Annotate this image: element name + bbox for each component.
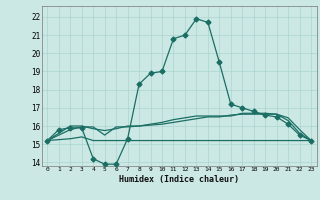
X-axis label: Humidex (Indice chaleur): Humidex (Indice chaleur) [119, 175, 239, 184]
